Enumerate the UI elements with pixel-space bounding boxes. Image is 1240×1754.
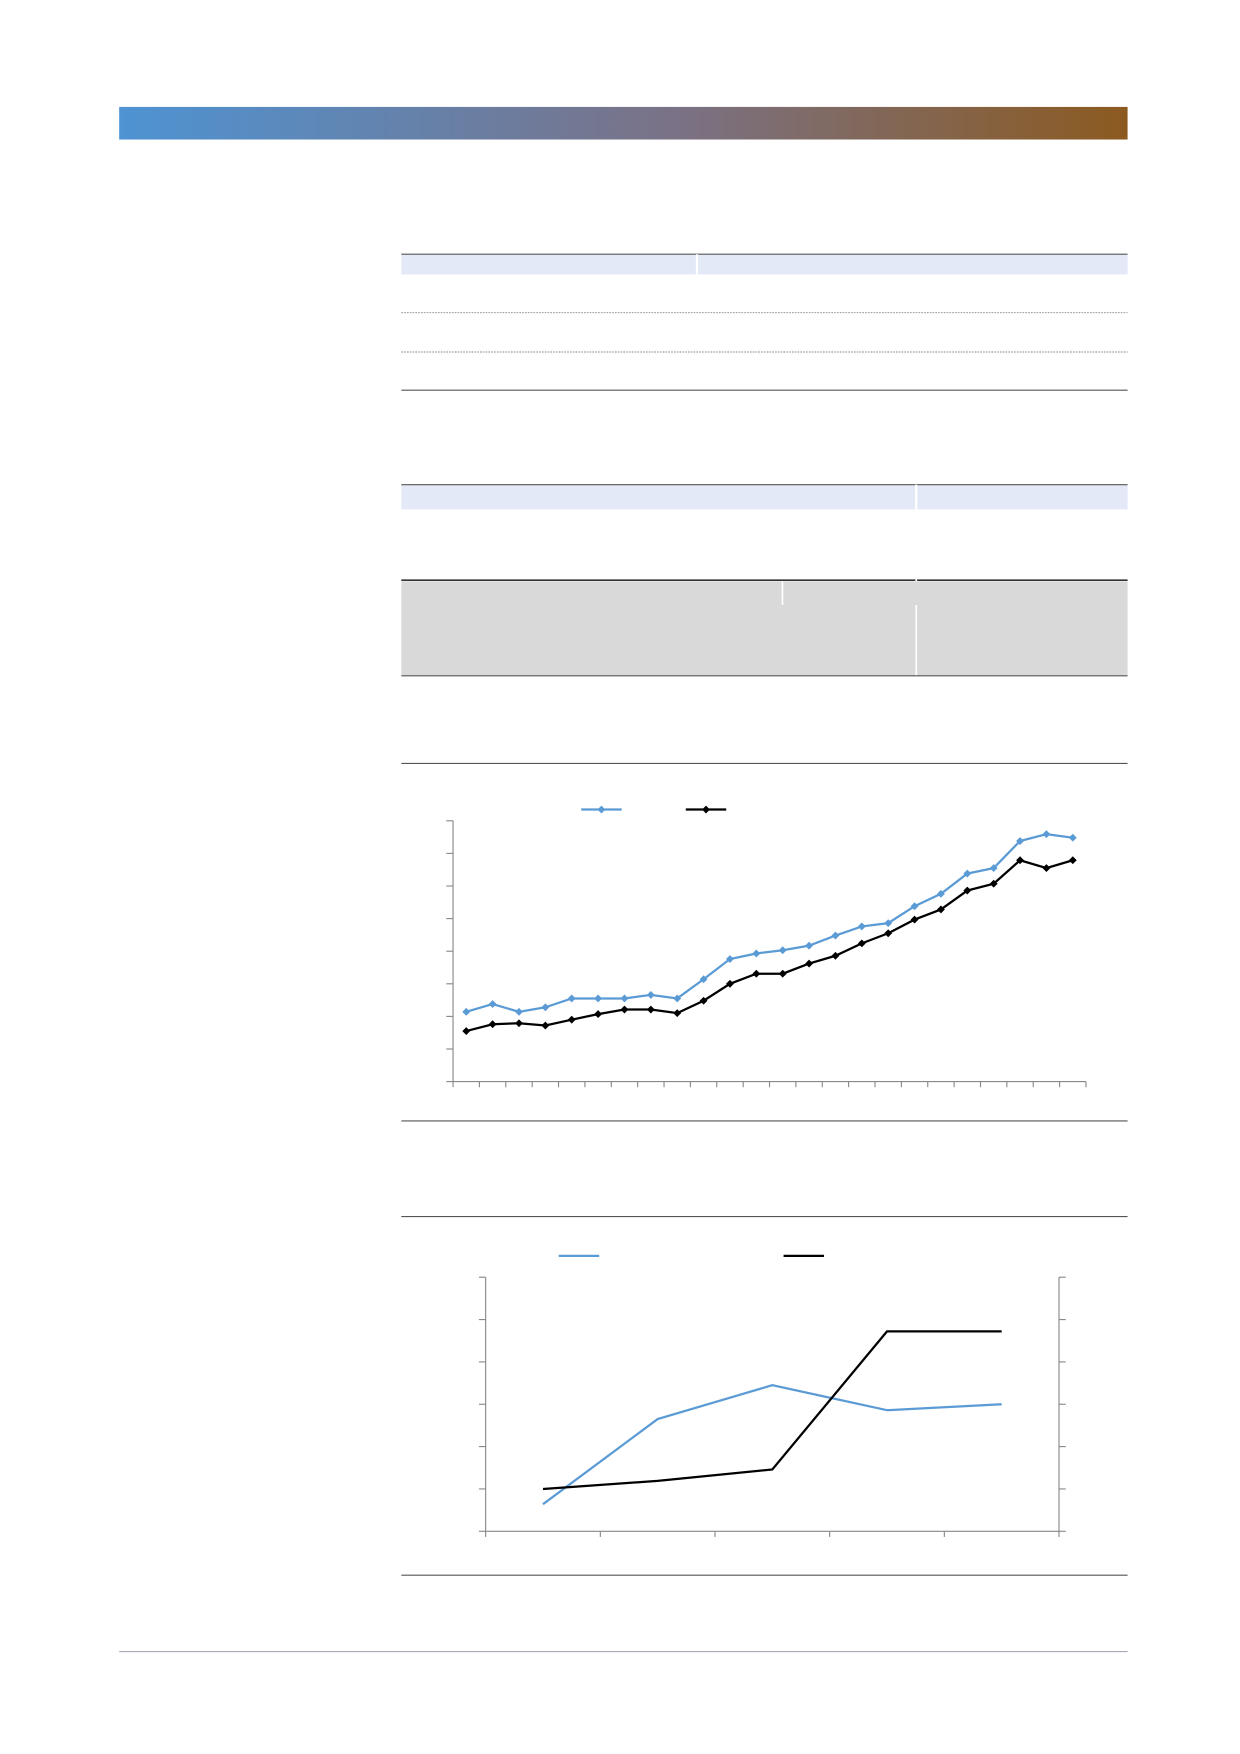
series-line (465, 833, 1073, 1013)
point-marker (752, 969, 761, 978)
point-marker (620, 994, 629, 1003)
legend-marker (702, 805, 710, 814)
point-marker (673, 1009, 682, 1018)
point-marker (646, 1005, 655, 1014)
point-marker (752, 949, 761, 958)
point-marker (1042, 830, 1051, 839)
point-marker (831, 951, 840, 960)
point-marker (541, 1003, 550, 1012)
point-marker (884, 919, 893, 928)
table-header-band (401, 254, 1128, 275)
point-marker (594, 1010, 603, 1019)
table-2 (401, 484, 1128, 765)
point-marker (567, 994, 576, 1003)
point-marker (778, 969, 787, 978)
series-line (465, 858, 1074, 1033)
point-marker (515, 1007, 523, 1016)
point-marker (857, 922, 866, 931)
point-marker (1068, 856, 1077, 865)
point-marker (594, 994, 603, 1003)
point-marker (488, 1000, 497, 1008)
point-marker (989, 864, 998, 872)
point-marker (910, 915, 919, 924)
point-marker (1042, 864, 1051, 872)
point-marker (778, 946, 787, 955)
legend-marker (597, 805, 606, 814)
table-header-band (401, 484, 1128, 510)
table-1 (401, 253, 1128, 391)
header-bar (119, 106, 1128, 140)
point-marker (857, 939, 866, 948)
point-marker (488, 1020, 497, 1029)
point-marker (567, 1015, 576, 1024)
point-marker (1068, 833, 1077, 842)
point-marker (515, 1019, 523, 1028)
table-shaded-row (401, 581, 1128, 676)
point-marker (462, 1027, 471, 1036)
point-marker (541, 1021, 550, 1030)
point-marker (726, 979, 734, 988)
point-marker (884, 929, 893, 938)
point-marker (646, 990, 655, 999)
point-marker (963, 869, 972, 878)
point-marker (805, 959, 814, 968)
series-line (542, 1384, 1002, 1506)
point-marker (620, 1005, 629, 1014)
point-marker (462, 1007, 471, 1016)
series-line (542, 1330, 1002, 1491)
point-marker (805, 941, 814, 950)
point-marker (831, 931, 840, 940)
